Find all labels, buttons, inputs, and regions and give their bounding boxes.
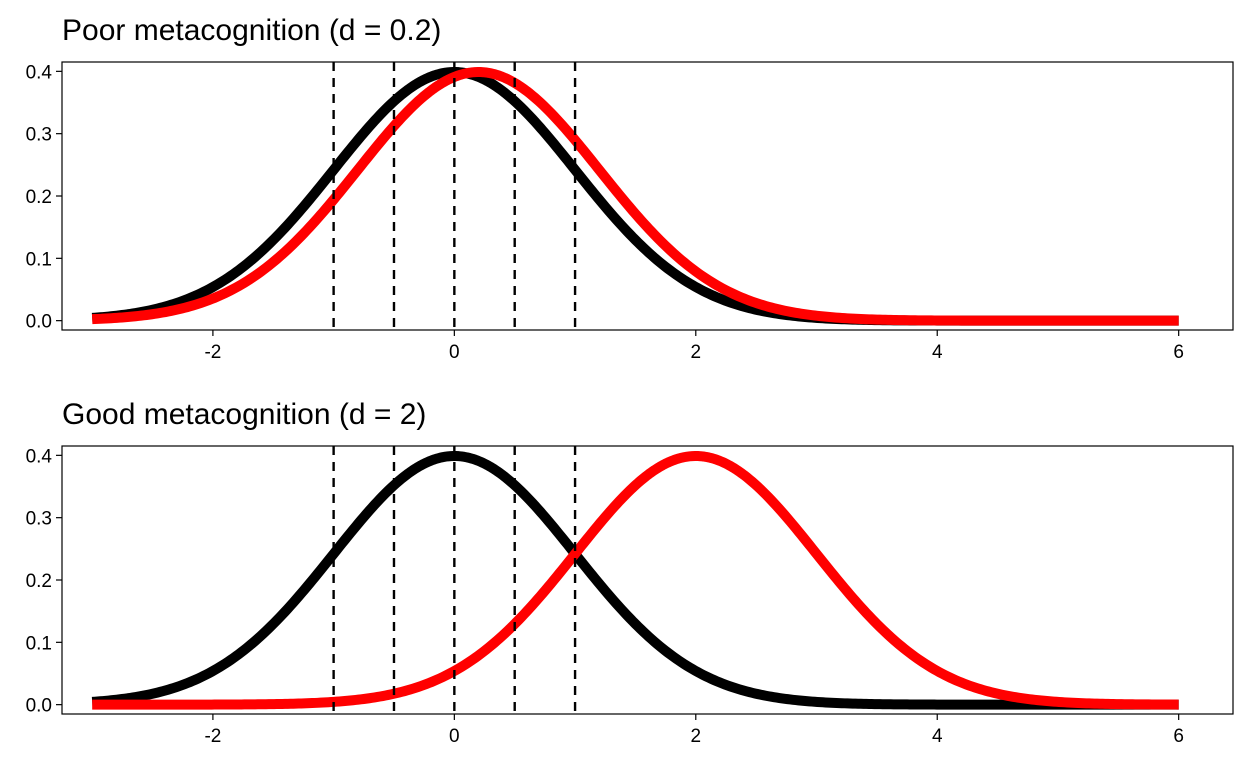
x-tick-label: 2 (690, 342, 701, 363)
panel-poor-metacognition: Poor metacognition (d = 0.2) 0.0 0.1 0.2 0.… (26, 14, 1234, 363)
panel-title: Good metacognition (d = 2) (62, 398, 426, 431)
y-tick-label: 0.2 (26, 187, 52, 208)
x-tick-label: 6 (1173, 342, 1184, 363)
y-tick-label: 0.4 (26, 446, 53, 467)
noise-distribution-curve (89, 67, 1181, 326)
signal-distribution-curve (89, 451, 1181, 710)
panel-good-metacognition: Good metacognition (d = 2) 0.0 0.1 0.2 0.3 0… (26, 398, 1234, 747)
plot-frame (61, 445, 1234, 715)
x-tick-label: 4 (932, 726, 943, 747)
x-tick-label: 0 (449, 342, 460, 363)
x-tick-label: 6 (1173, 726, 1184, 747)
x-tick-label: 2 (690, 726, 701, 747)
y-tick-label: 0.4 (26, 62, 53, 83)
y-tick-label: 0.0 (26, 312, 52, 333)
x-tick-label: 4 (932, 342, 943, 363)
y-tick-label: 0.3 (26, 125, 52, 146)
x-tick-label: -2 (204, 726, 221, 747)
x-tick-label: -2 (204, 342, 221, 363)
y-tick-label: 0.1 (26, 633, 52, 654)
y-tick-label: 0.0 (26, 696, 52, 717)
y-tick-label: 0.3 (26, 509, 52, 530)
y-tick-label: 0.2 (26, 571, 52, 592)
y-tick-label: 0.1 (26, 249, 52, 270)
panel-title: Poor metacognition (d = 0.2) (62, 14, 441, 47)
signal-distribution-curve (89, 67, 1181, 326)
x-tick-label: 0 (449, 726, 460, 747)
noise-distribution-curve (89, 451, 1181, 710)
